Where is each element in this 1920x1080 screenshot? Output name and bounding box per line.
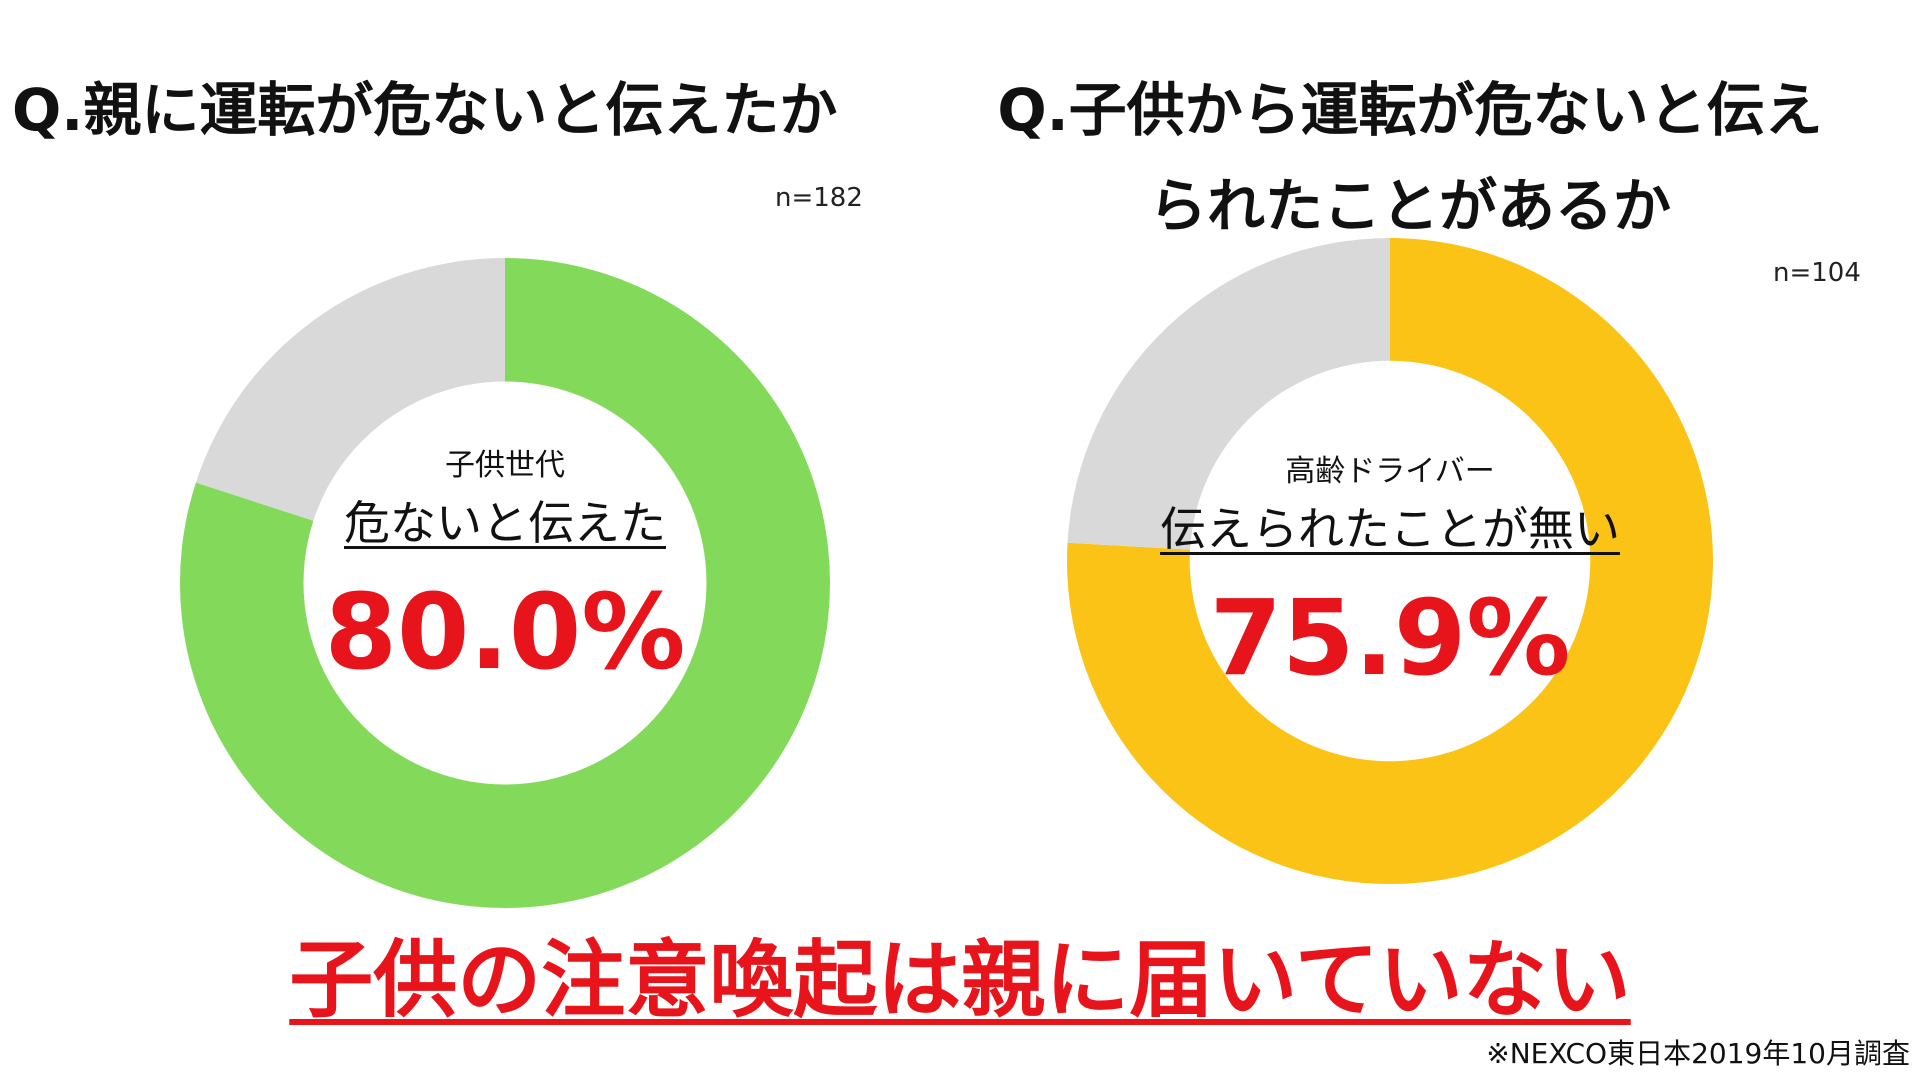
conclusion-text: 子供の注意喚起は親に届いていない bbox=[289, 931, 1631, 1029]
left-question-title: Q.親に運転が危ないと伝えたか bbox=[12, 76, 838, 144]
left-answer-statement: 危ないと伝えた bbox=[344, 496, 666, 550]
right-respondent-group: 高齢ドライバー bbox=[1285, 454, 1495, 489]
right-percentage-label: 75.9% bbox=[1209, 577, 1571, 699]
right-sample-size: n=104 bbox=[1773, 258, 1861, 288]
left-donut-center: 子供世代 危ないと伝えた 80.0% bbox=[285, 446, 725, 692]
source-note: ※NEXCO東日本2019年10月調査 bbox=[1486, 1037, 1910, 1070]
left-respondent-group: 子供世代 bbox=[445, 448, 565, 483]
remainder-slice bbox=[1067, 238, 1390, 550]
left-chart-panel: Q.親に運転が危ないと伝えたか n=182 bbox=[0, 0, 900, 940]
remainder-slice bbox=[195, 258, 506, 521]
right-question-title-line-2: られたことがあるか bbox=[1148, 172, 1671, 240]
left-donut-chart bbox=[180, 258, 830, 908]
left-percentage-label: 80.0% bbox=[324, 571, 686, 693]
right-question-title: Q.子供から運転が危ないと伝え られたことがあるか bbox=[960, 62, 1860, 254]
left-sample-size: n=182 bbox=[775, 183, 863, 213]
right-chart-panel: Q.子供から運転が危ないと伝え られたことがあるか n=104 bbox=[960, 0, 1920, 940]
conclusion-banner: 子供の注意喚起は親に届いていない bbox=[0, 928, 1920, 1032]
right-donut-chart bbox=[1067, 238, 1713, 884]
right-answer-statement: 伝えられたことが無い bbox=[1160, 502, 1620, 556]
right-donut-center: 高齢ドライバー 伝えられたことが無い 75.9% bbox=[1140, 452, 1640, 698]
right-question-title-line-1: Q.子供から運転が危ないと伝え bbox=[997, 76, 1823, 144]
highlight-slice bbox=[180, 258, 830, 908]
highlight-slice bbox=[1067, 238, 1713, 884]
